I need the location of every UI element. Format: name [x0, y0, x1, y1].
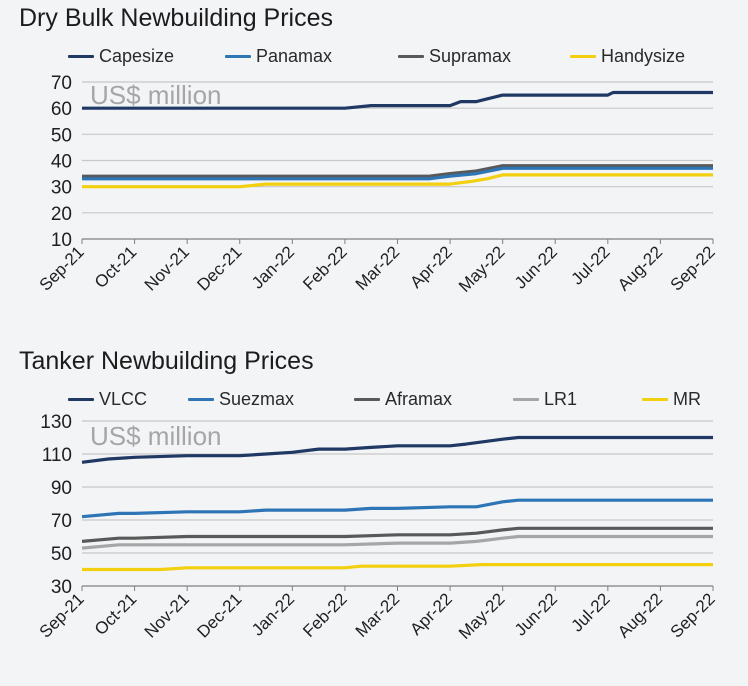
dry-bulk-x-tick-label: Feb-22	[299, 242, 351, 294]
dry-bulk-series-capesize	[82, 90, 713, 110]
tanker-panel: Tanker Newbuilding Prices VLCC Suezmax A…	[0, 343, 748, 686]
tanker-x-tick-label: Aug-22	[614, 589, 666, 641]
tanker-series-mr	[82, 563, 713, 572]
tanker-unit-label: US$ million	[90, 421, 222, 451]
dry-bulk-y-tick-label: 30	[51, 178, 72, 199]
dry-bulk-series-handysize	[82, 173, 713, 189]
dry-bulk-x-tick-label: Jun-22	[511, 242, 561, 292]
dry-bulk-y-tick-label: 20	[51, 204, 72, 225]
tanker-y-tick-label: 90	[51, 478, 72, 499]
dry-bulk-panel: Dry Bulk Newbuilding Prices Capesize Pan…	[0, 0, 748, 340]
legend-swatch-capesize	[68, 55, 94, 58]
legend-swatch-mr	[642, 398, 668, 401]
legend-swatch-supramax	[398, 55, 424, 58]
tanker-x-tick-label: Mar-22	[352, 589, 404, 641]
legend-label-lr1: LR1	[544, 389, 578, 409]
tanker-x-tick-label: Nov-21	[141, 589, 193, 641]
tanker-x-tick-label: Dec-21	[193, 589, 245, 641]
legend-label-mr: MR	[673, 389, 701, 409]
dry-bulk-series-panamax	[82, 166, 713, 181]
legend-swatch-lr1	[513, 398, 539, 401]
dry-bulk-x-tick-label: Nov-21	[141, 242, 193, 294]
legend-swatch-panamax	[225, 55, 251, 58]
tanker-x-tick-label: Jun-22	[511, 589, 561, 639]
tanker-x-tick-label: Jan-22	[248, 589, 298, 639]
tanker-x-tick-label: Feb-22	[299, 589, 351, 641]
dry-bulk-y-tick-label: 60	[51, 99, 72, 120]
dry-bulk-x-tick-label: Jan-22	[248, 242, 298, 292]
dry-bulk-x-tick-label: Jul-22	[567, 242, 613, 288]
dry-bulk-unit-label: US$ million	[90, 80, 222, 110]
tanker-y-tick-label: 130	[40, 412, 72, 433]
tanker-y-tick-label: 110	[42, 445, 72, 466]
tanker-y-tick-label: 30	[51, 577, 72, 598]
tanker-legend: VLCC Suezmax Aframax LR1 MR	[0, 387, 748, 411]
legend-swatch-vlcc	[68, 398, 94, 401]
dry-bulk-x-tick-label: Mar-22	[352, 242, 404, 294]
tanker-x-tick-label: May-22	[455, 589, 509, 643]
dry-bulk-title: Dry Bulk Newbuilding Prices	[19, 4, 334, 32]
legend-label-panamax: Panamax	[256, 46, 333, 66]
legend-label-supramax: Supramax	[429, 46, 512, 66]
legend-swatch-handysize	[570, 55, 596, 58]
tanker-series-vlcc	[81, 435, 713, 464]
tanker-x-tick-label: Oct-21	[91, 589, 141, 639]
tanker-x-tick-label: Sep-22	[667, 589, 719, 641]
legend-label-handysize: Handysize	[601, 46, 686, 66]
dry-bulk-series-supramax	[82, 164, 713, 178]
tanker-series-lr1	[81, 534, 713, 550]
dry-bulk-y-tick-label: 70	[51, 73, 72, 94]
dry-bulk-legend: Capesize Panamax Supramax Handysize	[0, 44, 748, 68]
tanker-y-tick-label: 70	[51, 511, 72, 532]
legend-swatch-suezmax	[188, 398, 214, 401]
legend-swatch-aframax	[354, 398, 380, 401]
dry-bulk-x-tick-label: Aug-22	[614, 242, 666, 294]
legend-label-capesize: Capesize	[99, 46, 175, 66]
legend-label-aframax: Aframax	[385, 389, 453, 409]
tanker-title: Tanker Newbuilding Prices	[19, 347, 314, 375]
dry-bulk-x-tick-label: Sep-22	[667, 242, 719, 294]
tanker-series-suezmax	[81, 498, 713, 519]
dry-bulk-y-tick-label: 10	[51, 230, 72, 251]
legend-label-vlcc: VLCC	[99, 389, 148, 409]
dry-bulk-x-tick-label: Dec-21	[193, 242, 245, 294]
dry-bulk-y-tick-label: 50	[51, 125, 72, 146]
tanker-x-tick-label: Jul-22	[567, 589, 613, 635]
dry-bulk-x-tick-label: Apr-22	[406, 242, 456, 292]
tanker-y-tick-label: 50	[51, 544, 72, 565]
tanker-series-aframax	[81, 526, 713, 543]
legend-label-suezmax: Suezmax	[219, 389, 295, 409]
dry-bulk-x-tick-label: May-22	[455, 242, 509, 296]
dry-bulk-y-tick-label: 40	[51, 152, 72, 173]
tanker-x-tick-label: Apr-22	[406, 589, 456, 639]
dry-bulk-x-tick-label: Oct-21	[91, 242, 141, 292]
